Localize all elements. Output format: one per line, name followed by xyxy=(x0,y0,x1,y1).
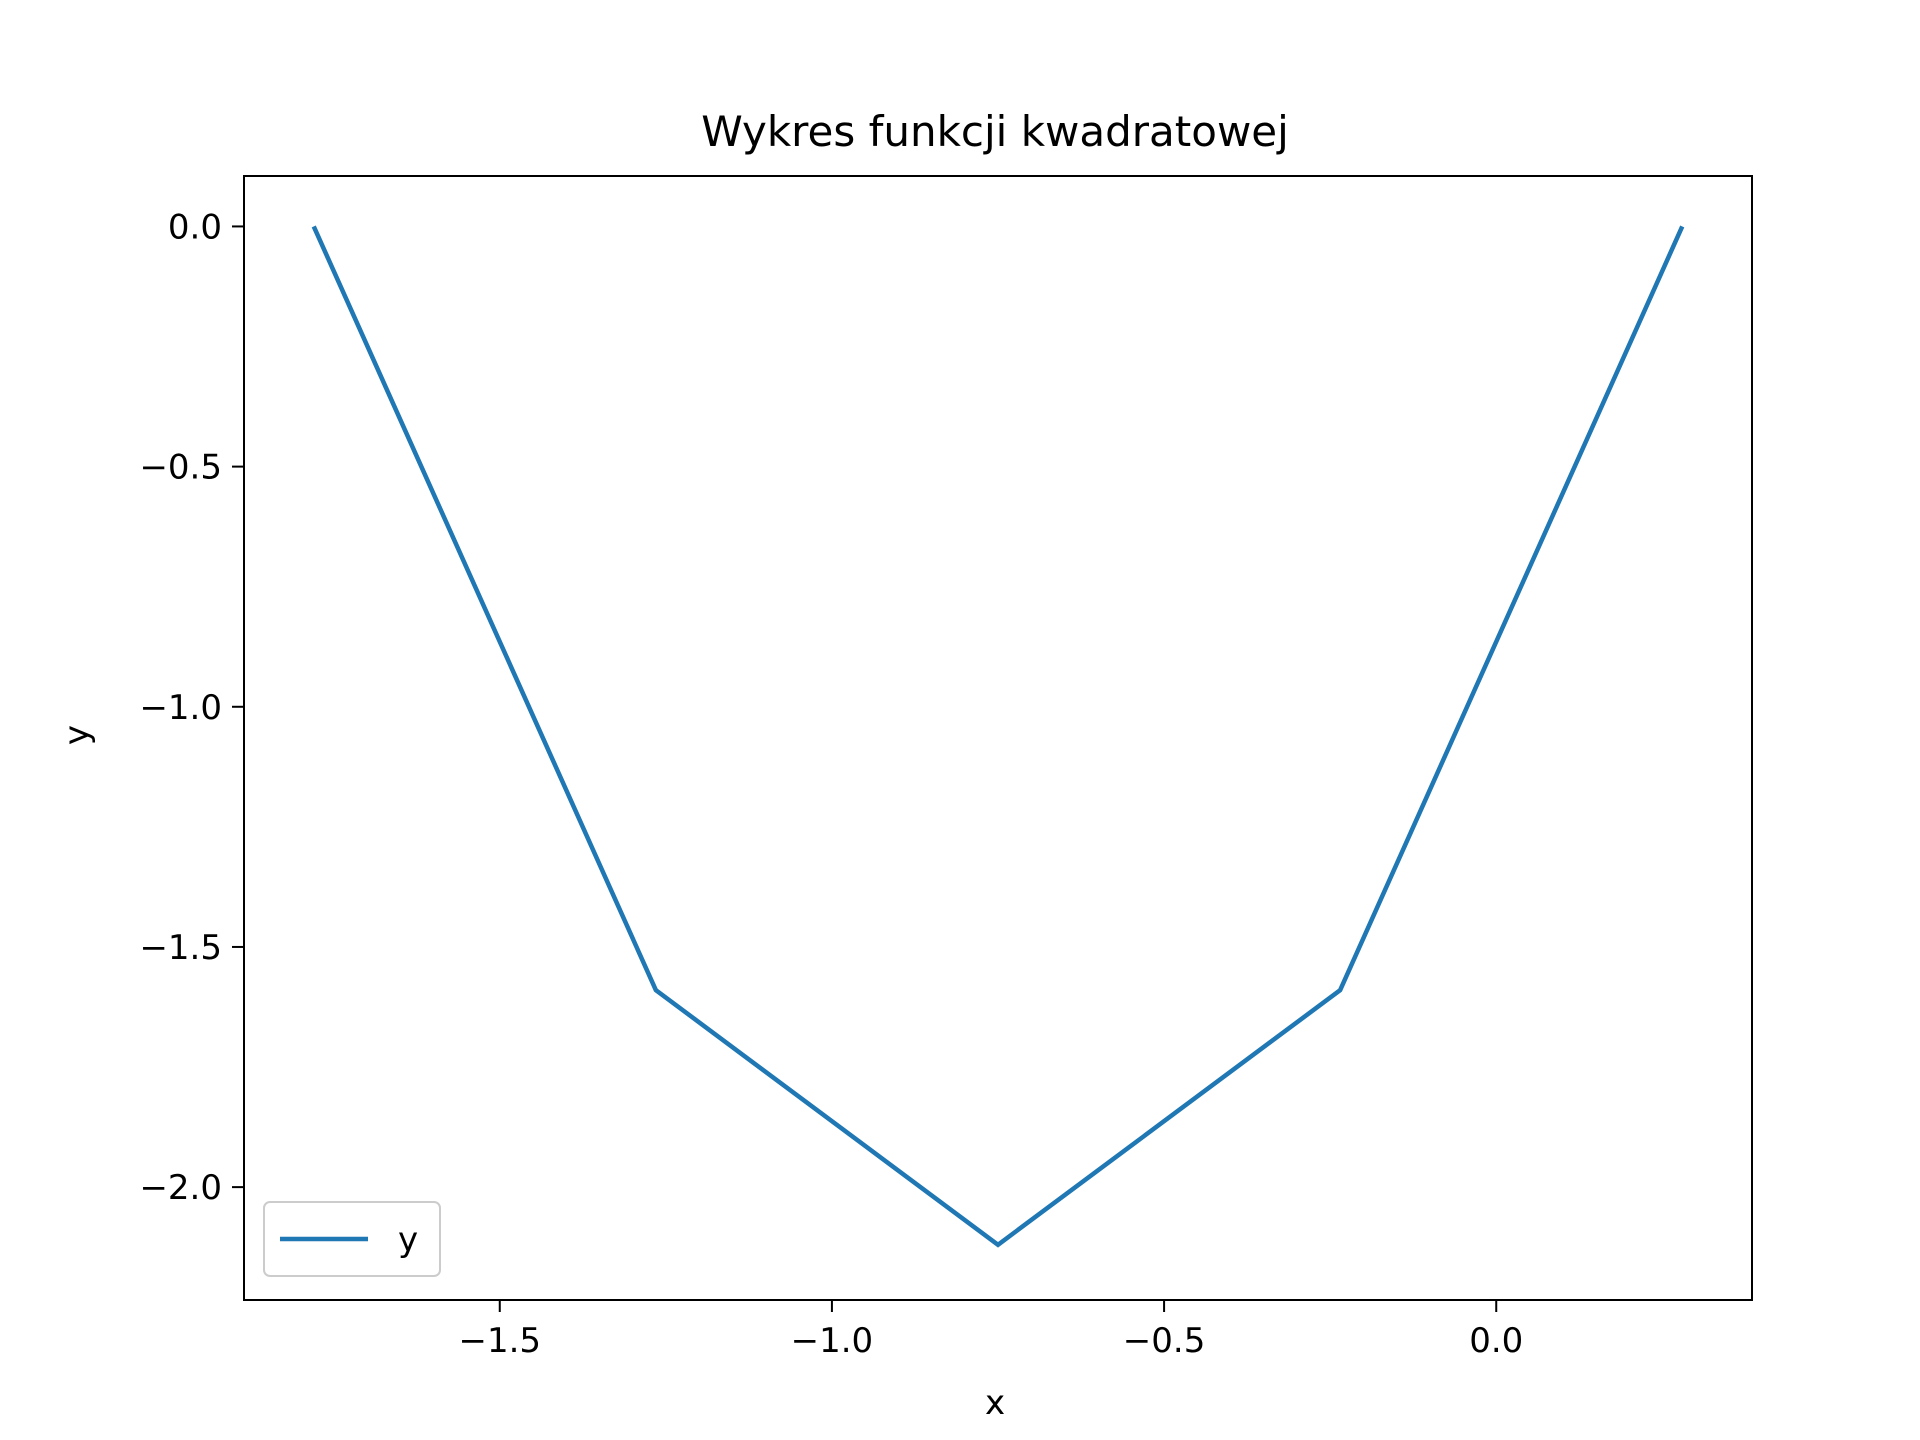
x-axis: −1.5 −1.0 −0.5 0.0 xyxy=(458,1300,1523,1361)
y-tick-label: −1.5 xyxy=(139,928,222,968)
plot-frame xyxy=(243,175,1753,1301)
y-tick-label: 0.0 xyxy=(168,207,222,247)
legend-label-y: y xyxy=(398,1220,418,1260)
y-tick-label: −0.5 xyxy=(139,448,222,488)
plot-area xyxy=(243,175,1753,1301)
y-tick-label: −1.0 xyxy=(139,688,222,728)
x-tick-label: −0.5 xyxy=(1123,1321,1206,1361)
legend: y xyxy=(263,1201,441,1277)
x-tick-label: −1.0 xyxy=(791,1321,874,1361)
plot-background xyxy=(244,176,1752,1300)
y-tick-label: −2.0 xyxy=(139,1168,222,1208)
series-layer xyxy=(311,225,1685,1248)
x-tick-label: −1.5 xyxy=(458,1321,541,1361)
x-tick-label: 0.0 xyxy=(1469,1321,1523,1361)
y-axis-label: y xyxy=(57,725,97,745)
series-line-y xyxy=(311,225,1685,1248)
chart-title: Wykres funkcji kwadratowej xyxy=(701,107,1289,156)
x-axis-label: x xyxy=(985,1383,1005,1423)
y-axis: 0.0 −0.5 −1.0 −1.5 −2.0 xyxy=(139,207,244,1208)
